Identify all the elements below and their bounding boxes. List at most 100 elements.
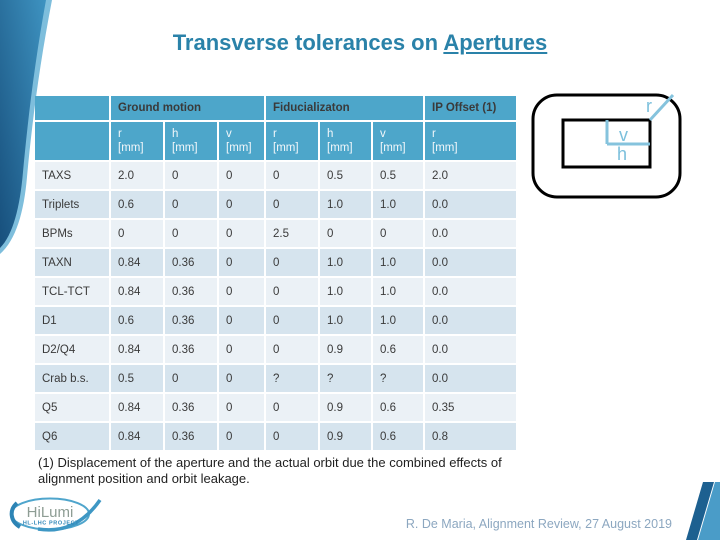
value-cell: 0 xyxy=(111,220,163,247)
sub-column-header: h [mm] xyxy=(320,122,371,160)
value-cell: 0.84 xyxy=(111,394,163,421)
value-cell: 0 xyxy=(165,365,217,392)
table-header: Ground motion Fiducializaton IP Offset (1)… xyxy=(35,96,516,160)
slide-title-underlined: Apertures xyxy=(443,30,548,55)
top-left-swoosh-decoration xyxy=(0,0,52,254)
table-row: D2/Q4 0.84 0.36 0 0 0.9 0.6 0.0 xyxy=(35,336,516,363)
column-group-header: Ground motion xyxy=(111,96,264,120)
value-cell: 0.0 xyxy=(425,220,516,247)
value-cell: 2.5 xyxy=(266,220,318,247)
row-label: Q6 xyxy=(35,423,109,450)
value-cell: 0.6 xyxy=(373,394,423,421)
value-cell: 1.0 xyxy=(373,278,423,305)
column-group-header: Fiducializaton xyxy=(266,96,423,120)
value-cell: 0 xyxy=(219,278,264,305)
value-cell: 0.6 xyxy=(373,423,423,450)
logo-left-swoosh xyxy=(9,501,22,529)
table-corner-cell xyxy=(35,122,109,160)
sub-column-header: r [mm] xyxy=(425,122,516,160)
r-offset-line xyxy=(648,93,675,122)
value-cell: 0.9 xyxy=(320,394,371,421)
footnote: (1) Displacement of the aperture and the… xyxy=(38,455,502,487)
logo-right-swoosh xyxy=(37,499,102,532)
value-cell: 0.6 xyxy=(373,336,423,363)
table-row: Crab b.s. 0.5 0 0??? 0.0 xyxy=(35,365,516,392)
diagram-label-h: h xyxy=(617,144,627,164)
value-cell: 0 xyxy=(266,162,318,189)
sub-column-header: r [mm] xyxy=(266,122,318,160)
value-cell: 0.35 xyxy=(425,394,516,421)
slide-title: Transverse tolerances on Apertures xyxy=(0,30,720,56)
value-cell: 0 xyxy=(266,249,318,276)
value-cell: 0.8 xyxy=(425,423,516,450)
value-cell: 0 xyxy=(219,249,264,276)
value-cell: 0.36 xyxy=(165,336,217,363)
value-cell: ? xyxy=(266,365,318,392)
table-row: Triplets 0.6 0 0 0 1.0 1.0 0.0 xyxy=(35,191,516,218)
sub-column-letter: v xyxy=(226,127,232,140)
sub-column-unit: [mm] xyxy=(327,142,353,154)
value-cell: 0 xyxy=(219,307,264,334)
table-row: D1 0.6 0.36 0 0 1.0 1.0 0.0 xyxy=(35,307,516,334)
value-cell: 0 xyxy=(219,162,264,189)
value-cell: 0 xyxy=(320,220,371,247)
table-row: TAXS 2.0 0 0 0 0.5 0.5 2.0 xyxy=(35,162,516,189)
diagram-label-r: r xyxy=(646,96,652,116)
value-cell: 0.84 xyxy=(111,423,163,450)
value-cell: 0 xyxy=(219,220,264,247)
value-cell: 0 xyxy=(266,423,318,450)
sub-column-letter: r xyxy=(273,127,277,140)
value-cell: 0 xyxy=(373,220,423,247)
value-cell: 0.84 xyxy=(111,336,163,363)
sub-column-unit: [mm] xyxy=(432,142,458,154)
value-cell: 0 xyxy=(219,191,264,218)
sub-column-letter: h xyxy=(327,127,334,140)
column-group-header: IP Offset (1) xyxy=(425,96,516,120)
sub-column-letter: r xyxy=(432,127,436,140)
value-cell: 0 xyxy=(165,162,217,189)
hilumi-logo: HiLumi HL-LHC PROJECT xyxy=(9,497,102,532)
value-cell: 0.36 xyxy=(165,249,217,276)
value-cell: 0.0 xyxy=(425,191,516,218)
value-cell: 0 xyxy=(266,278,318,305)
credit-line: R. De Maria, Alignment Review, 27 August… xyxy=(405,517,672,531)
outer-aperture-shape xyxy=(531,93,682,199)
value-cell: 0.36 xyxy=(165,278,217,305)
group-header-row: Ground motion Fiducializaton IP Offset (1) xyxy=(35,96,516,120)
value-cell: 0 xyxy=(266,394,318,421)
value-cell: 1.0 xyxy=(320,249,371,276)
value-cell: 0 xyxy=(266,307,318,334)
sub-column-letter: v xyxy=(380,127,386,140)
sub-column-unit: [mm] xyxy=(226,142,252,154)
row-label: Triplets xyxy=(35,191,109,218)
value-cell: 0 xyxy=(165,220,217,247)
sub-column-unit: [mm] xyxy=(273,142,299,154)
value-cell: 0 xyxy=(266,191,318,218)
value-cell: 2.0 xyxy=(425,162,516,189)
table-row: Q5 0.84 0.36 0 0 0.9 0.6 0.35 xyxy=(35,394,516,421)
row-label: TCL-TCT xyxy=(35,278,109,305)
table-row: TCL-TCT 0.84 0.36 0 0 1.0 1.0 0.0 xyxy=(35,278,516,305)
logo-wordmark: HiLumi xyxy=(27,504,74,521)
value-cell: 0.6 xyxy=(111,191,163,218)
row-label: Crab b.s. xyxy=(35,365,109,392)
row-label: TAXS xyxy=(35,162,109,189)
value-cell: 0.36 xyxy=(165,394,217,421)
value-cell: 0.36 xyxy=(165,307,217,334)
row-label: Q5 xyxy=(35,394,109,421)
value-cell: 0.0 xyxy=(425,365,516,392)
value-cell: 0 xyxy=(219,394,264,421)
value-cell: 1.0 xyxy=(320,278,371,305)
sub-column-header: h [mm] xyxy=(165,122,217,160)
sub-column-header: r [mm] xyxy=(111,122,163,160)
value-cell: 0.84 xyxy=(111,249,163,276)
value-cell: 1.0 xyxy=(373,307,423,334)
value-cell: 0 xyxy=(266,336,318,363)
value-cell: 0.5 xyxy=(373,162,423,189)
sub-column-unit: [mm] xyxy=(380,142,406,154)
value-cell: 0 xyxy=(219,365,264,392)
row-label: BPMs xyxy=(35,220,109,247)
tolerance-table: Ground motion Fiducializaton IP Offset (1)… xyxy=(33,94,518,452)
table-row: BPMs 0 0 0 2.5 0 0 0.0 xyxy=(35,220,516,247)
